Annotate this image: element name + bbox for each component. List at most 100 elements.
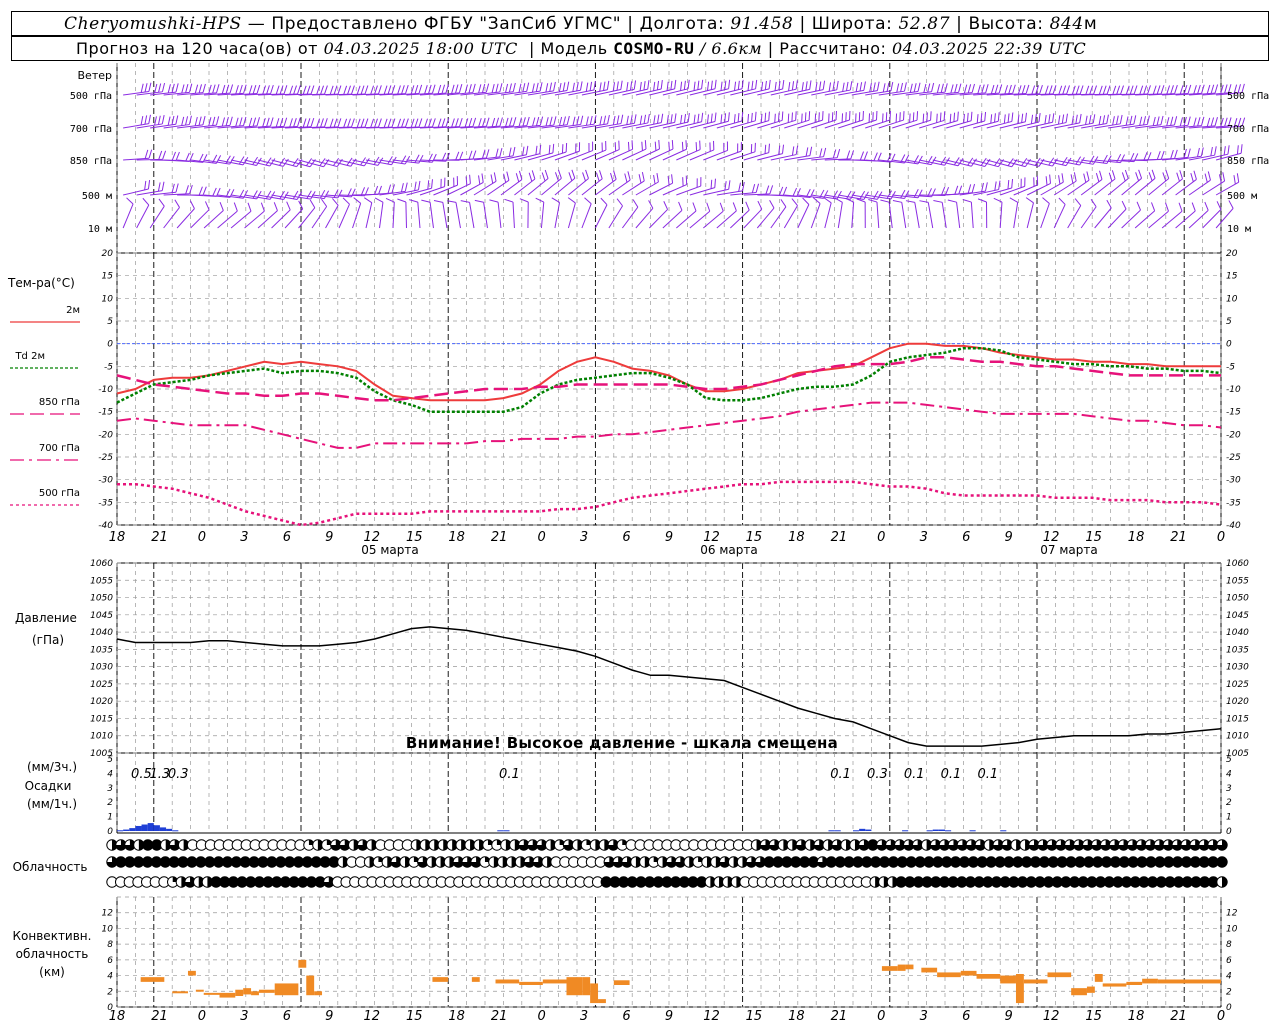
wind-level-label-right: 850 гПа [1227,156,1269,167]
wind-barb [622,113,650,129]
wind-barb-feather [198,186,203,196]
wind-barb-shaft [824,89,851,96]
wind-barb-feather [680,114,683,124]
wind-barb-shaft [429,202,434,229]
cloud-circle-fill [204,856,215,868]
wind-barb-feather [279,85,284,95]
wind-barb [392,154,424,164]
wind-barb-shaft [1134,177,1156,196]
wind-barb-feather [1106,155,1112,164]
wind-barb-shaft [703,210,724,229]
wind-barb-feather [1197,84,1201,94]
wind-barb [150,183,179,196]
cloud-circle [527,839,539,851]
cloud-circle-fill [1199,856,1210,868]
wind-barb-feather [478,118,482,127]
wind-barb-feather [437,118,442,128]
wind-barb-feather [890,81,894,91]
wind-barb-shaft [1054,93,1081,96]
wind-barb [1027,85,1057,96]
wind-barb [1026,174,1051,196]
wind-barb-shaft [271,159,297,168]
wind-barb-feather [515,173,520,183]
wind-barb-feather [1079,85,1084,95]
wind-barb-shaft [919,119,945,129]
cloud-circle [1082,839,1094,851]
wind-barb-shaft [1108,159,1135,163]
wind-barb-feather [185,116,189,126]
wind-barb-feather [856,198,866,203]
wind-barb-feather [627,171,631,181]
wind-barb-feather [658,140,660,150]
wind-barb [1148,116,1178,129]
wind-barb-shaft [797,194,824,199]
wind-barb [662,113,690,129]
wind-barb [163,115,192,129]
wind-barb-feather [782,144,785,154]
wind-barb-shaft [595,123,622,129]
cloud-circle-fill [1154,856,1166,868]
wind-barb-shaft [689,210,711,229]
wind-barb-shaft [568,123,595,129]
wind-barb-shaft [892,119,918,129]
wind-barb-feather [414,84,419,94]
wind-barb-feather [1139,85,1144,95]
wind-barb-feather [409,199,418,203]
wind-barb-feather [147,180,151,190]
wind-barb-feather [957,111,959,121]
wind-barb-shaft [406,126,433,129]
wind-barb-feather [953,112,956,122]
wind-barb [541,81,570,96]
cloud-circle-fill [293,856,304,868]
wind-barb-feather [526,82,530,92]
wind-barb-shaft [703,88,729,96]
wind-barb-shaft [608,179,631,196]
wind-barb [1067,114,1096,129]
wind-barb-shaft [622,122,648,129]
hour-tick-label-bottom: 15 [1085,1009,1102,1024]
wind-barb-feather [1044,85,1049,95]
wind-barb-shaft [784,88,810,96]
wind-barb [1162,148,1191,161]
wind-barb-feather [643,81,646,91]
cloud-circle-fill [231,856,242,868]
conv-ytick-left: 6 [107,956,113,966]
wind-barb-feather [391,85,396,94]
wind-barb-feather [755,79,758,89]
wind-barb-shaft [1202,92,1229,96]
wind-barb-shaft [932,159,959,167]
cloud-circle [1189,856,1202,868]
wind-barb-feather [346,157,353,166]
wind-barb-feather [306,118,311,128]
wind-barb-feather [505,83,509,93]
precip-bar [129,828,136,831]
conv-segment [960,970,977,976]
wind-barb-feather [1210,146,1213,157]
wind-barb-shaft [257,194,284,200]
wind-barb-shaft [622,88,648,96]
wind-barb [419,84,449,96]
wind-barb-feather [808,111,811,121]
cloud-circle-fill [1048,856,1059,868]
wind-barb-feather [189,184,193,194]
wind-barb-shaft [914,202,920,229]
wind-barb-shaft [1027,121,1053,129]
wind-level-label-left: 10 м [88,224,112,235]
conv-ytick-right: 6 [1226,956,1232,966]
wind-barb [743,200,763,229]
wind-barb-shaft [730,191,757,196]
cloud-circle [843,856,855,868]
wind-barb-feather [414,181,417,191]
wind-barb-feather [580,115,584,125]
wind-barb-feather [219,201,224,211]
cloud-circle-fill [813,839,825,851]
wind-barb-shaft [568,178,589,196]
wind-barb-feather [714,178,716,188]
cloud-circle [275,856,287,868]
cloud-circle-fill [1207,839,1219,851]
wind-barb-shaft [473,180,497,196]
wind-barb-shaft [743,193,770,196]
wind-barb [392,180,421,196]
precip-bar [117,830,124,832]
